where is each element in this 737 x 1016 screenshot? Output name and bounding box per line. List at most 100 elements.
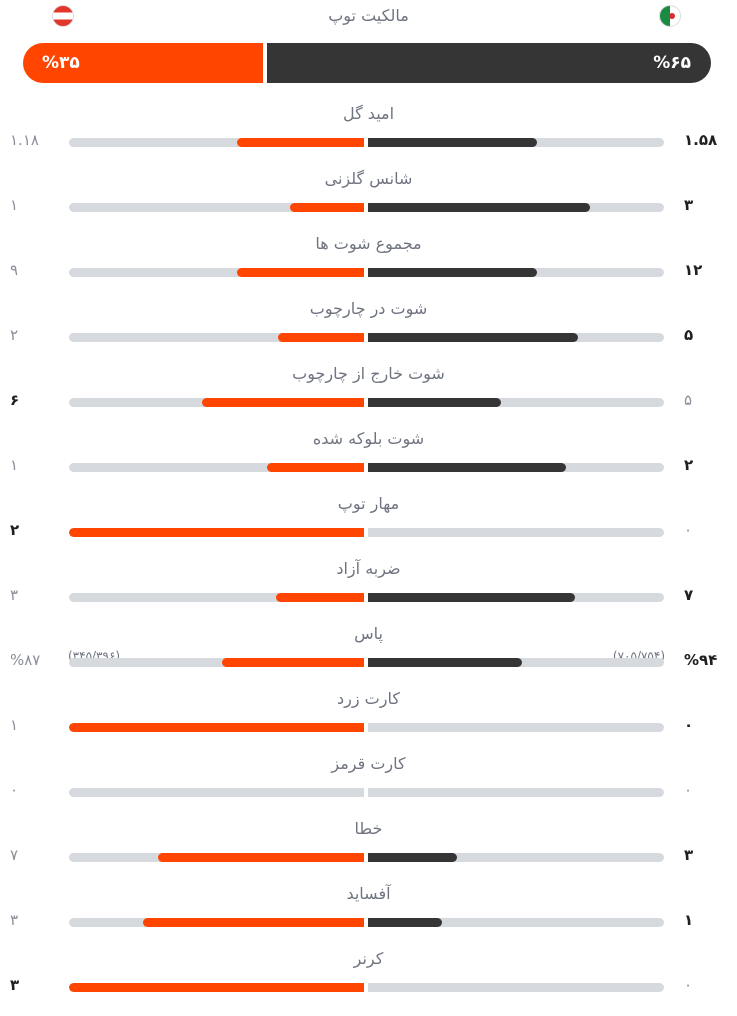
stat-left-value: ۳ (10, 976, 20, 994)
stat-right-fill (368, 333, 579, 342)
stat-left-fill (290, 203, 364, 212)
stat-left-fill (142, 918, 364, 927)
stat-right-value: ۷ (684, 586, 694, 604)
stat-left-value: ۶ (10, 391, 20, 409)
stat-right-value: ۰ (684, 781, 693, 799)
stat-right-track (368, 333, 664, 342)
stat-label: کارت قرمز (331, 754, 406, 773)
stat-label: مجموع شوت ها (315, 234, 422, 253)
stat-right-value: ۰ (684, 521, 693, 539)
stat-left-value: ۲ (10, 521, 20, 539)
stat-left-value: %۸۷ (10, 651, 41, 669)
stat-left-value: ۱ (10, 716, 19, 734)
stat-row: شوت در چارچوب ۲ ۵ (0, 295, 737, 360)
stat-right-track (368, 723, 664, 732)
stat-right-fill (368, 398, 502, 407)
stat-left-track (69, 918, 364, 927)
stat-right-fill (368, 918, 442, 927)
stat-row: کارت قرمز ۰ ۰ (0, 750, 737, 815)
stat-right-track (368, 593, 664, 602)
stat-label: کارت زرد (337, 689, 400, 708)
stat-label: کرنر (353, 949, 384, 968)
stat-row: مهار توپ ۲ ۰ (0, 490, 737, 555)
stat-left-value: ۳ (10, 911, 19, 929)
stat-label: امید گل (342, 104, 395, 123)
stat-left-fill (266, 463, 364, 472)
stat-right-fill (368, 853, 457, 862)
stat-left-track (69, 788, 364, 797)
possession-divider (263, 43, 267, 83)
stat-right-track (368, 138, 664, 147)
stat-right-value: ۳ (684, 196, 694, 214)
stat-left-track (69, 268, 364, 277)
stat-right-track (368, 983, 664, 992)
stat-right-track (368, 398, 664, 407)
stat-right-fill (368, 268, 537, 277)
stat-left-value: ۹ (10, 261, 19, 279)
stat-left-fill (237, 138, 364, 147)
stat-left-fill (237, 268, 364, 277)
stat-row: شوت خارج از چارچوب ۶ ۵ (0, 360, 737, 425)
stat-left-track (69, 138, 364, 147)
stat-left-fill (69, 528, 364, 537)
stat-row: ضربه آزاد ۳ ۷ (0, 555, 737, 620)
stat-right-value: ۵ (684, 326, 694, 344)
stat-label: شوت در چارچوب (309, 299, 428, 318)
stat-right-value: ۲ (684, 456, 694, 474)
stat-right-value: ۰ (684, 716, 694, 734)
stat-label: خطا (354, 819, 383, 838)
stat-left-track (69, 853, 364, 862)
stat-right-track (368, 788, 664, 797)
stat-right-fill (368, 203, 590, 212)
possession-title: مالکیت توپ (328, 6, 409, 25)
stat-row: شوت بلوکه شده ۱ ۲ (0, 425, 737, 490)
stat-right-value: ۱۲ (684, 261, 703, 279)
stat-left-fill (157, 853, 364, 862)
stat-left-track (69, 983, 364, 992)
stat-row: امید گل ۱.۱۸ ۱.۵۸ (0, 100, 737, 165)
stat-row: خطا ۷ ۳ (0, 815, 737, 880)
possession-left-segment: %۳۵ (23, 43, 263, 83)
stat-right-fill (368, 658, 522, 667)
stat-right-value: ۵ (684, 391, 693, 409)
stat-left-track (69, 593, 364, 602)
stat-left-value: ۷ (10, 846, 19, 864)
stat-right-track (368, 658, 664, 667)
stat-left-track (69, 723, 364, 732)
stat-label: شوت خارج از چارچوب (292, 364, 445, 383)
stat-left-value: ۱.۱۸ (10, 131, 39, 149)
stat-right-track (368, 853, 664, 862)
stat-row: پاس (۳۴۵/۳۹۶) (۷۰۵/۷۵۴) %۸۷ %۹۴ (0, 620, 737, 685)
possession-right-segment: %۶۵ (267, 43, 711, 83)
stat-left-value: ۲ (10, 326, 19, 344)
stat-left-track (69, 203, 364, 212)
possession-header: مالکیت توپ (0, 0, 737, 36)
stat-left-value: ۰ (10, 781, 19, 799)
stat-left-track (69, 658, 364, 667)
stat-label: مهار توپ (337, 494, 400, 513)
stat-left-fill (278, 333, 364, 342)
possession-left-value: %۳۵ (42, 53, 80, 73)
stat-left-track (69, 463, 364, 472)
stat-right-track (368, 203, 664, 212)
stat-row: کرنر ۳ ۰ (0, 945, 737, 1010)
stat-label: شوت بلوکه شده (312, 429, 425, 448)
stat-right-fill (368, 463, 567, 472)
stat-left-track (69, 398, 364, 407)
stat-label: پاس (354, 624, 383, 643)
stat-right-value: ۳ (684, 846, 694, 864)
stat-left-value: ۱ (10, 456, 19, 474)
stat-row: کارت زرد ۱ ۰ (0, 685, 737, 750)
stat-left-fill (275, 593, 364, 602)
stat-right-value: ۱.۵۸ (684, 131, 718, 149)
possession-right-value: %۶۵ (653, 53, 691, 73)
stat-left-fill (69, 723, 364, 732)
stat-right-track (368, 918, 664, 927)
stat-left-fill (69, 983, 364, 992)
stat-right-value: ۱ (684, 911, 694, 929)
stat-right-fill (368, 593, 576, 602)
algeria-flag-icon (659, 5, 681, 27)
stat-right-track (368, 528, 664, 537)
stat-right-track (368, 463, 664, 472)
stat-right-fill (368, 138, 537, 147)
